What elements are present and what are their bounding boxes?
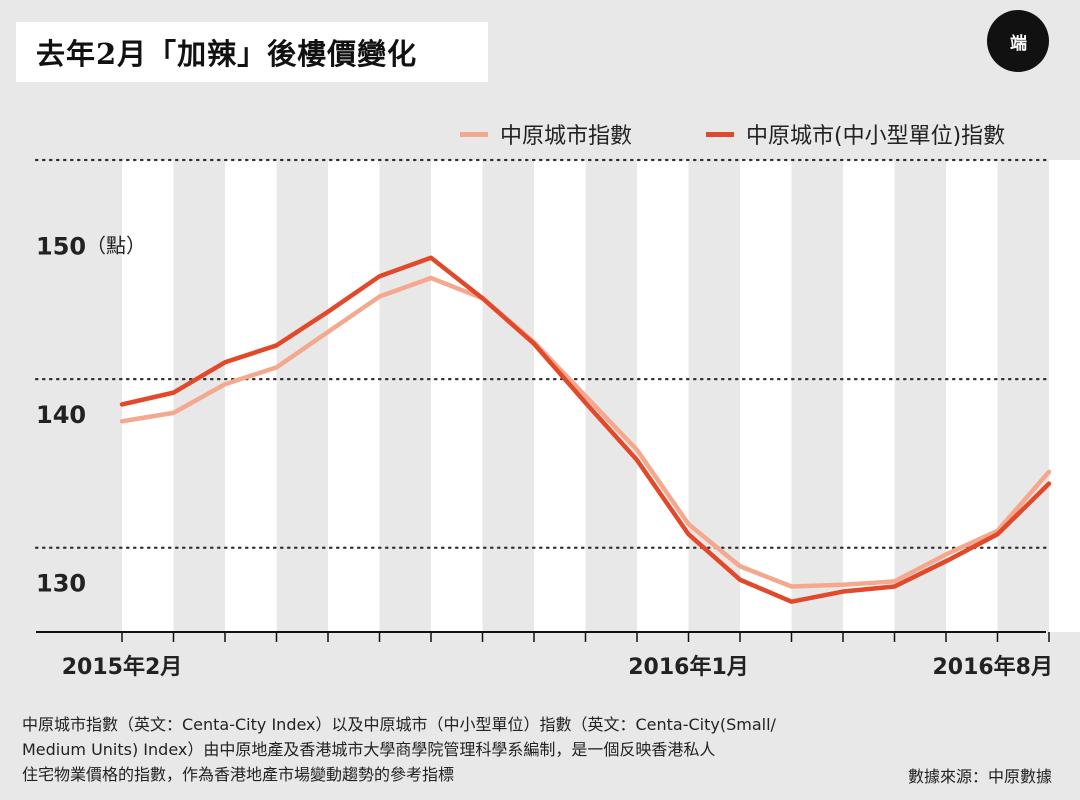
stripe-band	[843, 160, 895, 632]
legend-label-small-medium: 中原城市(中小型單位)指數	[746, 124, 1006, 149]
footnote: 中原城市指數（英文：Centa-City Index）以及中原城市（中小型單位）…	[22, 712, 842, 787]
title-box: 去年2月「加辣」後樓價變化	[16, 22, 488, 82]
y-tick-label: 140	[36, 401, 86, 429]
stripe-band	[431, 160, 483, 632]
legend-item-index: 中原城市指數	[460, 118, 632, 150]
page-title: 去年2月「加辣」後樓價變化	[36, 37, 418, 71]
footnote-line-3: 住宅物業價格的指數，作為香港地產市場變動趨勢的參考指標	[22, 765, 455, 784]
series-line-small-medium	[119, 255, 1052, 604]
x-tick-label: 2015年2月	[62, 654, 183, 680]
stripe-band	[946, 160, 998, 632]
stripe-band	[225, 160, 277, 632]
stripe-band	[740, 160, 792, 632]
legend-item-small-medium: 中原城市(中小型單位)指數	[706, 118, 1005, 150]
y-tick-label: 150	[36, 233, 86, 261]
x-tick-label: 2016年8月	[932, 654, 1053, 680]
legend-swatch-light	[460, 131, 488, 137]
logo: 端	[987, 10, 1049, 72]
x-tick-label: 2016年1月	[628, 654, 749, 680]
legend-label-index: 中原城市指數	[500, 124, 633, 149]
footnote-line-1: 中原城市指數（英文：Centa-City Index）以及中原城市（中小型單位）…	[22, 715, 776, 734]
logo-text: 端	[1010, 33, 1027, 54]
stripe-band	[1049, 160, 1080, 632]
source-note: 數據來源：中原數據	[907, 767, 1052, 786]
stripe-band	[328, 160, 380, 632]
footnote-line-2: Medium Units) Index）由中原地產及香港城市大學商學院管理科學系…	[22, 740, 716, 759]
y-tick-label: 130	[36, 570, 86, 598]
series-line-index	[119, 275, 1052, 589]
legend-swatch-dark	[706, 131, 734, 137]
y-unit-label: （點）	[86, 234, 146, 258]
stripe-band	[637, 160, 689, 632]
